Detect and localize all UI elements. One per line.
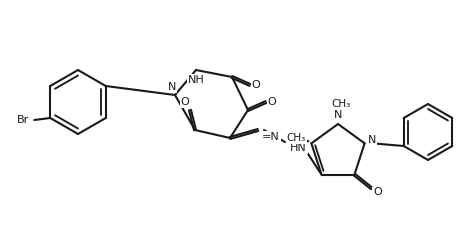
Text: O: O bbox=[267, 97, 276, 107]
Text: N: N bbox=[333, 110, 341, 120]
Text: N: N bbox=[168, 82, 176, 92]
Text: O: O bbox=[251, 80, 260, 90]
Text: O: O bbox=[373, 188, 381, 198]
Text: N: N bbox=[367, 135, 375, 145]
Text: =N: =N bbox=[261, 132, 279, 142]
Text: CH₃: CH₃ bbox=[331, 99, 350, 109]
Text: Br: Br bbox=[17, 115, 30, 125]
Text: NH: NH bbox=[187, 75, 204, 85]
Text: CH₃: CH₃ bbox=[286, 133, 305, 143]
Text: HN: HN bbox=[289, 143, 306, 153]
Text: O: O bbox=[180, 97, 189, 107]
